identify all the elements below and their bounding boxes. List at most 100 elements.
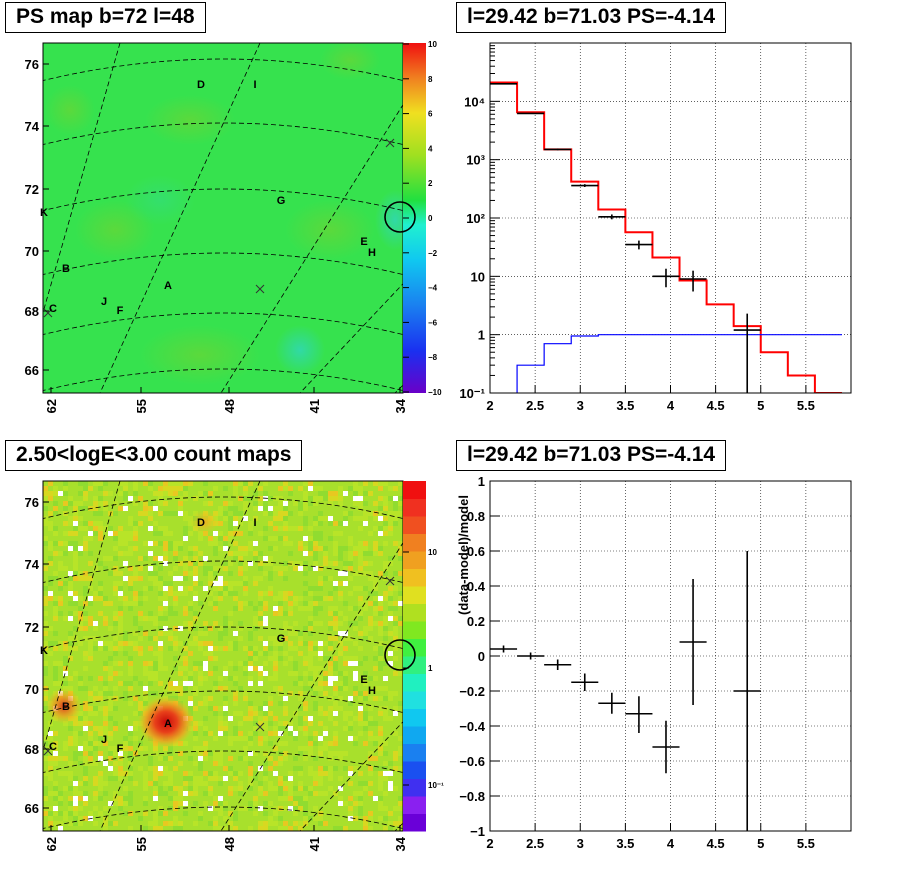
- count-map-x-marker: [255, 722, 265, 732]
- spectrum-xtick-label: 5.5: [797, 398, 815, 413]
- count-map-ytick-label: 66: [25, 801, 39, 816]
- count-colorbar-tick-label: 10: [428, 548, 437, 557]
- count-map-ytick-label: 76: [25, 495, 39, 510]
- residual-grid: [489, 480, 851, 832]
- count-map-meridian: [43, 481, 121, 752]
- count-map-source-label: A: [164, 718, 172, 730]
- residual-ytick-label: 0.6: [467, 544, 485, 559]
- ps-map-meridian: [43, 43, 121, 314]
- count-colorbar-band: [403, 726, 426, 744]
- ps-map-meridian: [220, 104, 403, 393]
- ps-map-ytick-label: 72: [25, 182, 39, 197]
- ps-colorbar-tick-label: −4: [428, 284, 438, 293]
- count-map-meridian: [394, 822, 403, 831]
- residual-ytick-label: −0.4: [459, 719, 485, 734]
- ps-colorbar-tick-label: 2: [428, 179, 433, 188]
- spectrum-plot: [489, 42, 852, 394]
- ps-map-x-marker: [255, 284, 265, 294]
- ps-map-meridian: [299, 283, 403, 393]
- spectrum-title: l=29.42 b=71.03 PS=-4.14: [456, 2, 727, 33]
- model-total-line: [490, 81, 842, 393]
- spectrum-ytick-label: 10⁴: [464, 94, 485, 109]
- spectrum-xtick-label: 3: [577, 398, 584, 413]
- count-colorbar-band: [403, 778, 426, 797]
- count-map-meridian: [220, 542, 403, 831]
- residual-ytick-label: 1: [478, 474, 485, 489]
- spectrum-xtick-label: 2: [486, 398, 493, 413]
- count-map-xtick-label: 34: [393, 836, 408, 851]
- count-colorbar-band: [403, 691, 426, 709]
- ps-map-xtick-label: 55: [134, 399, 149, 413]
- count-map-lat-arc: [43, 496, 403, 520]
- residual-xtick-label: 4.5: [707, 836, 725, 851]
- count-map-grid: [43, 481, 403, 831]
- count-colorbar-tick-label: 10⁻¹: [428, 781, 444, 790]
- ps-map-lat-arc: [43, 312, 403, 336]
- ps-map-texture: [45, 43, 403, 385]
- ps-map-source-label: D: [197, 79, 205, 91]
- count-colorbar-band: [403, 656, 426, 674]
- count-map-meridian: [99, 481, 261, 831]
- ps-map-source-label: B: [62, 263, 70, 275]
- model-component-line: [516, 334, 842, 393]
- ps-map-ytick-label: 74: [25, 119, 40, 134]
- count-map-x-marker: [43, 746, 53, 756]
- ps-map-source-label: J: [101, 296, 107, 308]
- ps-map-ytick-label: 68: [25, 304, 39, 319]
- ps-colorbar-tick-label: −2: [428, 249, 438, 258]
- count-colorbar-band: [403, 796, 426, 814]
- ps-map-lat-arc: [43, 252, 403, 276]
- count-map-xtick-label: 55: [134, 837, 149, 851]
- source-d-blob: [190, 510, 218, 534]
- count-map-lat-arc: [43, 750, 403, 774]
- residual-xtick-label: 4: [667, 836, 675, 851]
- count-colorbar-band: [403, 673, 426, 692]
- spectrum-xtick-label: 4: [667, 398, 675, 413]
- ps-map-lat-arc: [43, 368, 403, 392]
- count-map-source-label: E: [360, 674, 367, 686]
- count-map-xtick-label: 62: [44, 837, 59, 851]
- ps-map-xtick-label: 62: [44, 399, 59, 413]
- count-map-source-label: G: [277, 633, 286, 645]
- ps-map-ytick-label: 66: [25, 363, 39, 378]
- ps-colorbar-tick-label: 4: [428, 144, 433, 153]
- residual-xtick-label: 5: [757, 836, 764, 851]
- spectrum-xtick-label: 2.5: [526, 398, 544, 413]
- count-colorbar-band: [403, 498, 426, 517]
- count-map-source-label: J: [101, 734, 107, 746]
- spectrum-grid: [489, 43, 851, 394]
- count-map-pixels: [43, 481, 403, 831]
- count-colorbar-band: [403, 533, 426, 552]
- ps-map-source-label: G: [277, 195, 286, 207]
- residual-ytick-label: −0.6: [459, 754, 485, 769]
- count-colorbar-band: [403, 551, 426, 569]
- count-colorbar-band: [403, 761, 426, 779]
- ps-map-title: PS map b=72 l=48: [5, 2, 206, 33]
- count-colorbar: [403, 481, 426, 832]
- count-map-source-label: K: [40, 645, 48, 657]
- ps-map-source-label: I: [253, 79, 256, 91]
- ps-map-selected-circle: [384, 201, 416, 233]
- count-map-lat-arc: [43, 690, 403, 714]
- count-map-source-label: I: [253, 517, 256, 529]
- count-colorbar-band: [403, 568, 426, 587]
- residual-ytick-label: 0: [478, 649, 485, 664]
- source-a-blob: [138, 696, 194, 748]
- ps-map-source-label: C: [49, 303, 57, 315]
- count-colorbar-band: [403, 813, 426, 832]
- residual-xtick-label: 3: [577, 836, 584, 851]
- count-map-meridian: [299, 721, 403, 831]
- ps-map-x-marker: [385, 138, 395, 148]
- spectrum-ytick-label: 10³: [466, 153, 485, 168]
- residual-plot: [489, 480, 852, 832]
- residual-ylabel: (data-model)/model: [456, 495, 471, 615]
- ps-map-lat-arc: [43, 58, 403, 82]
- count-map-ytick-label: 70: [25, 682, 39, 697]
- ps-map-plot: [42, 42, 404, 394]
- count-map-xtick-label: 41: [307, 837, 322, 851]
- ps-map-x-marker: [43, 308, 53, 318]
- source-b-blob: [46, 688, 82, 724]
- residual-ytick-label: 0.4: [467, 579, 486, 594]
- spectrum-xtick-label: 3.5: [616, 398, 634, 413]
